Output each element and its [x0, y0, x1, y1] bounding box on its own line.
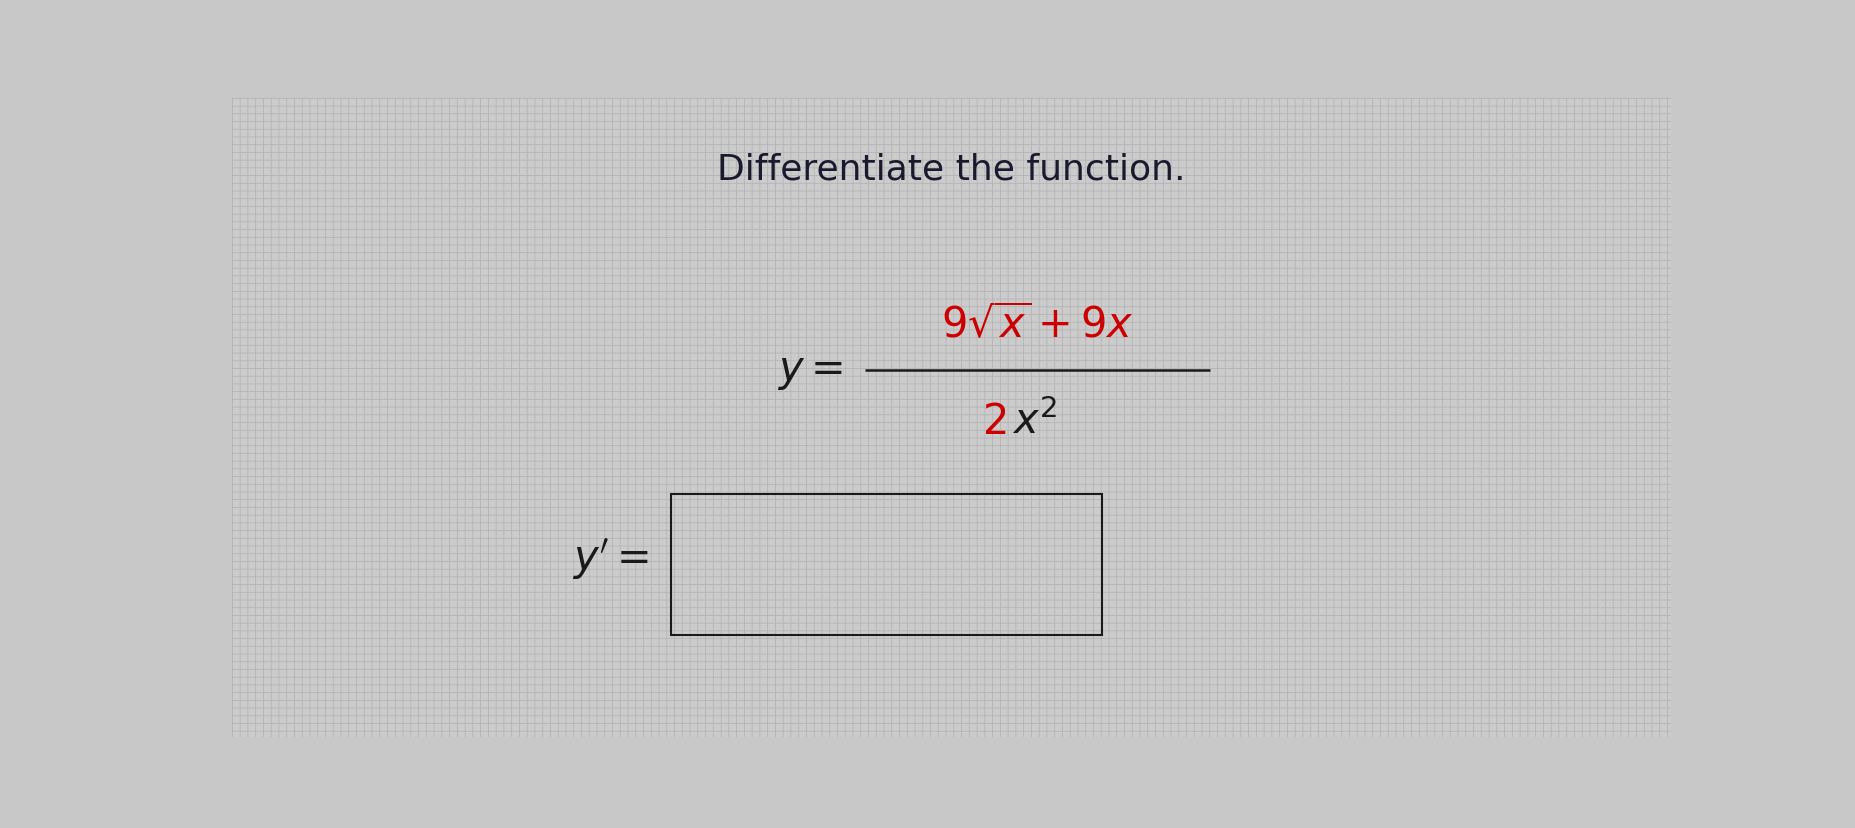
Text: $y' =$: $y' =$	[571, 536, 649, 581]
Text: $9\sqrt{x} + 9x$: $9\sqrt{x} + 9x$	[940, 305, 1133, 347]
Text: $x^2$: $x^2$	[1011, 400, 1055, 442]
Bar	[670, 494, 1102, 635]
Text: $2$: $2$	[981, 401, 1005, 442]
Text: Differentiate the function.: Differentiate the function.	[716, 152, 1185, 186]
Text: $y =$: $y =$	[777, 349, 842, 392]
